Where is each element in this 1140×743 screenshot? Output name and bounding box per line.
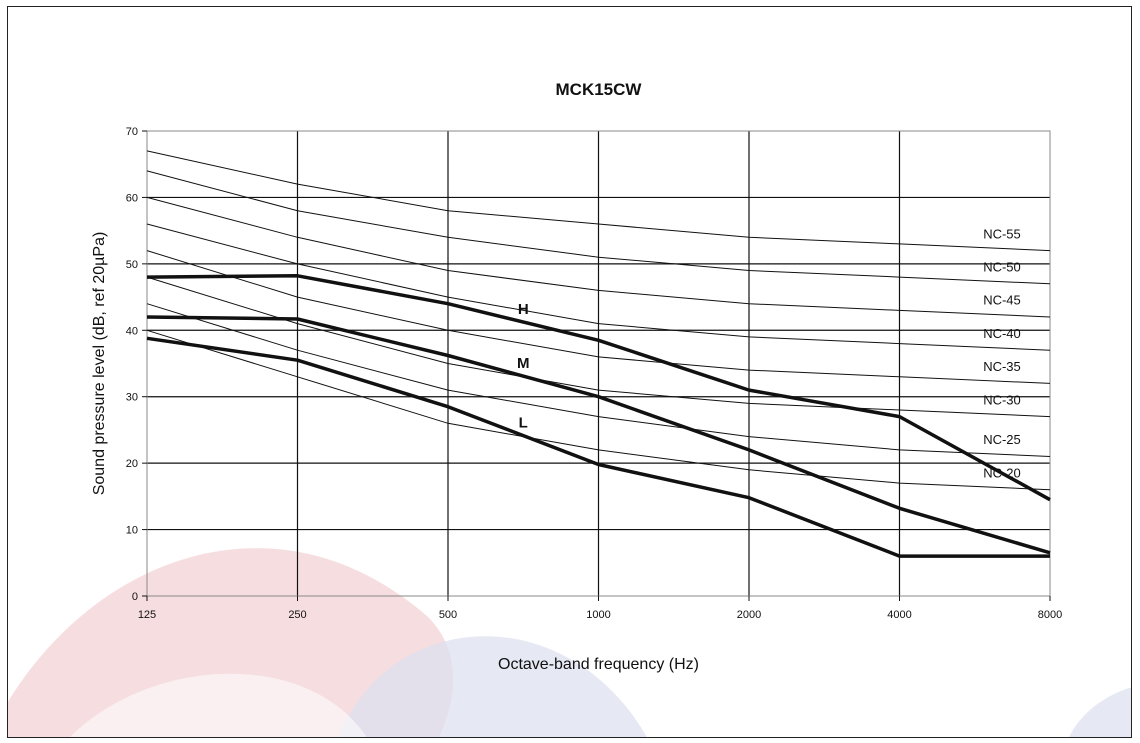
- curve-labels: NC-55 NC-50 NC-45 NC-40 NC-35 NC-30 NC-25 NC-20…: [517, 226, 1021, 480]
- nc-curve-label: NC-45: [983, 293, 1021, 308]
- nc-curve: [146, 276, 1051, 418]
- nc-curve: [146, 150, 1051, 252]
- y-axis-title: Sound pressure level (dB, ref 20µPa): [91, 232, 108, 496]
- x-tick-label: 2000: [737, 609, 761, 621]
- nc-curve: [146, 223, 1051, 351]
- y-tick-label: 10: [126, 525, 138, 537]
- y-tick-label: 20: [126, 458, 138, 470]
- nc-curve-label: NC-50: [983, 259, 1021, 274]
- y-tick-label: 70: [126, 126, 138, 138]
- nc-curve-label: NC-55: [983, 226, 1021, 241]
- series-line-h: [146, 274, 1051, 502]
- gridlines: [146, 131, 1050, 597]
- measured-series: [146, 274, 1051, 558]
- x-tick-label: 1000: [586, 609, 610, 621]
- series-label-l: L: [519, 415, 528, 432]
- nc-curve-label: NC-40: [983, 326, 1021, 341]
- series-label-h: H: [518, 301, 529, 318]
- series-line-m: [146, 315, 1051, 555]
- watermark-blue-shape: [338, 636, 647, 737]
- nc-reference-curves: [146, 150, 1051, 491]
- watermark-red-shape: [8, 548, 454, 737]
- axis-ticks: 0 10 20 30 40 50 60 70 125 250 500 1000 2000 4000 8000: [126, 126, 1062, 621]
- y-tick-label: 50: [126, 259, 138, 271]
- nc-curve: [146, 303, 1051, 457]
- nc-curve: [146, 329, 1051, 491]
- watermark-light-shape: [70, 673, 367, 737]
- nc-curve-label: NC-20: [983, 465, 1021, 480]
- chart-title: MCK15CW: [556, 80, 643, 99]
- chart-frame: 0 10 20 30 40 50 60 70 125 250 500 1000 2000 4000 8000…: [7, 6, 1132, 738]
- nc-curve-label: NC-35: [983, 359, 1021, 374]
- x-tick-label: 125: [138, 609, 156, 621]
- y-tick-label: 30: [126, 392, 138, 404]
- y-tick-label: 60: [126, 192, 138, 204]
- watermark-corner-shape: [1069, 687, 1131, 737]
- series-line-l: [146, 336, 1050, 558]
- nc-curve-label: NC-25: [983, 432, 1021, 447]
- y-tick-label: 40: [126, 325, 138, 337]
- series-label-m: M: [517, 355, 530, 372]
- y-tick-label: 0: [132, 591, 138, 603]
- nc-curve: [146, 196, 1051, 318]
- chart-canvas: 0 10 20 30 40 50 60 70 125 250 500 1000 2000 4000 8000…: [8, 80, 1131, 737]
- x-tick-label: 8000: [1038, 609, 1062, 621]
- nc-curve-label: NC-30: [983, 392, 1021, 407]
- x-axis-title: Octave-band frequency (Hz): [498, 656, 699, 673]
- x-tick-label: 250: [288, 609, 306, 621]
- nc-curve: [146, 250, 1051, 384]
- x-tick-label: 500: [439, 609, 457, 621]
- nc-curve: [146, 170, 1051, 285]
- x-tick-label: 4000: [887, 609, 911, 621]
- watermark-logo: [8, 548, 1131, 737]
